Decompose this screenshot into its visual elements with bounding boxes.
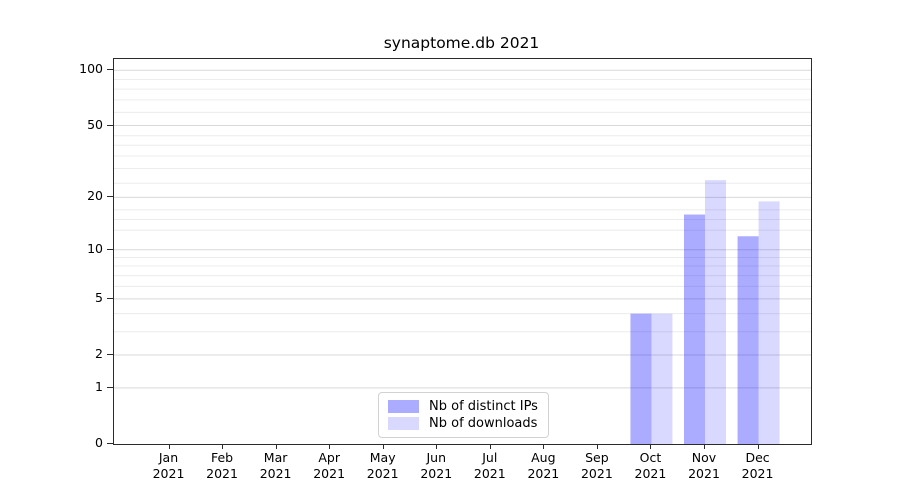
x-tick-label-dec: Dec 2021 xyxy=(726,450,790,482)
x-tick-label-apr: Apr 2021 xyxy=(297,450,361,482)
bar-distinct-ips-oct xyxy=(630,313,652,444)
y-tick-label: 0 xyxy=(95,435,103,450)
y-tick-label: 100 xyxy=(79,61,103,77)
x-tick-mark xyxy=(757,444,759,449)
x-tick-year: 2021 xyxy=(206,466,238,481)
x-tick-mark xyxy=(436,444,438,449)
legend-swatch-downloads xyxy=(388,417,419,430)
x-tick-year: 2021 xyxy=(527,466,560,481)
x-tick-label-oct: Oct 2021 xyxy=(618,450,682,482)
bar-distinct-ips-dec xyxy=(737,236,759,444)
x-tick-mark xyxy=(329,444,331,449)
chart-title: synaptome.db 2021 xyxy=(383,34,540,52)
x-tick-mark xyxy=(650,444,652,449)
y-tick-label: 2 xyxy=(95,346,103,362)
legend-label-distinct-ips: Nb of distinct IPs xyxy=(429,399,538,414)
y-tick-mark xyxy=(107,354,113,356)
x-tick-month: Feb xyxy=(210,450,234,465)
bar-downloads-nov xyxy=(705,180,726,444)
bar-downloads-oct xyxy=(651,313,673,444)
legend-entry-distinct-ips: Nb of distinct IPs xyxy=(388,398,538,415)
x-tick-label-jun: Jun 2021 xyxy=(404,450,468,482)
bar-downloads-dec xyxy=(758,201,780,444)
y-tick-label: 1 xyxy=(95,378,103,394)
x-tick-year: 2021 xyxy=(688,466,720,481)
x-tick-label-aug: Aug 2021 xyxy=(511,450,575,482)
x-tick-label-mar: Mar 2021 xyxy=(244,450,308,482)
x-tick-mark xyxy=(382,444,384,449)
x-tick-month: Jun xyxy=(426,450,447,465)
plot-area xyxy=(113,58,812,445)
x-tick-mark xyxy=(275,444,277,449)
x-tick-year: 2021 xyxy=(259,466,292,481)
x-tick-year: 2021 xyxy=(634,466,667,481)
x-tick-label-may: May 2021 xyxy=(351,450,415,482)
x-tick-month: Jul xyxy=(482,450,498,465)
x-tick-month: Mar xyxy=(263,450,288,465)
x-tick-month: Dec xyxy=(745,450,770,465)
legend-entry-downloads: Nb of downloads xyxy=(388,415,538,432)
legend-box: Nb of distinct IPs Nb of downloads xyxy=(378,392,549,438)
x-tick-mark xyxy=(489,444,491,449)
x-tick-mark xyxy=(168,444,170,449)
plot-canvas xyxy=(114,69,811,444)
x-tick-label-jul: Jul 2021 xyxy=(458,450,522,482)
x-tick-year: 2021 xyxy=(420,466,453,481)
x-tick-month: Aug xyxy=(531,450,556,465)
x-tick-year: 2021 xyxy=(366,466,399,481)
x-tick-month: Nov xyxy=(691,450,717,465)
y-tick-mark xyxy=(107,196,113,198)
x-tick-month: Jan xyxy=(158,450,179,465)
y-tick-label: 20 xyxy=(87,188,103,204)
x-tick-label-sep: Sep 2021 xyxy=(565,450,629,482)
y-tick-label: 10 xyxy=(87,240,103,256)
x-tick-month: Apr xyxy=(318,450,340,465)
x-tick-mark xyxy=(596,444,598,449)
legend-label-downloads: Nb of downloads xyxy=(429,416,538,431)
x-tick-mark xyxy=(222,444,224,449)
y-tick-label: 50 xyxy=(87,116,103,132)
x-tick-year: 2021 xyxy=(473,466,506,481)
x-tick-label-nov: Nov 2021 xyxy=(672,450,736,482)
x-tick-month: May xyxy=(369,450,396,465)
x-tick-mark xyxy=(704,444,705,449)
legend-swatch-distinct-ips xyxy=(388,400,419,413)
x-tick-month: Sep xyxy=(585,450,609,465)
y-tick-mark xyxy=(107,297,113,299)
x-tick-label-jan: Jan 2021 xyxy=(137,450,201,482)
x-tick-year: 2021 xyxy=(152,466,185,481)
y-tick-mark xyxy=(107,443,113,444)
y-tick-mark xyxy=(107,386,113,388)
x-tick-year: 2021 xyxy=(580,466,613,481)
y-tick-mark xyxy=(107,124,113,126)
x-tick-year: 2021 xyxy=(313,466,346,481)
x-tick-mark xyxy=(543,444,545,449)
x-tick-month: Oct xyxy=(639,450,662,465)
y-tick-mark xyxy=(107,69,113,71)
x-tick-label-feb: Feb 2021 xyxy=(190,450,254,482)
x-tick-year: 2021 xyxy=(741,466,774,481)
y-tick-mark xyxy=(107,248,113,250)
bar-distinct-ips-nov xyxy=(684,214,705,444)
y-tick-label: 5 xyxy=(95,289,103,305)
